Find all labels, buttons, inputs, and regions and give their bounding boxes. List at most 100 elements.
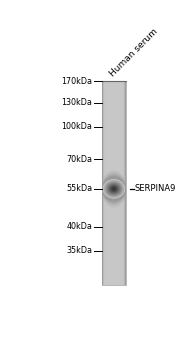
Ellipse shape [102,175,126,202]
Bar [102,81,105,285]
Bar [102,81,104,285]
Bar [124,81,126,285]
Text: 100kDa: 100kDa [61,122,92,131]
Ellipse shape [104,181,124,197]
Ellipse shape [106,182,122,196]
Ellipse shape [109,185,119,193]
Ellipse shape [109,185,119,193]
Ellipse shape [102,173,126,205]
Bar [123,81,126,285]
Ellipse shape [102,175,126,203]
Ellipse shape [104,180,124,197]
Ellipse shape [107,183,121,195]
Ellipse shape [109,185,118,193]
Ellipse shape [102,174,126,204]
Ellipse shape [102,174,126,203]
Bar [124,81,126,285]
Bar [123,81,126,285]
Bar [102,81,103,285]
Ellipse shape [106,182,122,195]
Ellipse shape [105,181,123,197]
Ellipse shape [112,187,116,191]
Bar [102,81,104,285]
Ellipse shape [107,182,121,195]
Ellipse shape [111,187,117,191]
Ellipse shape [110,186,118,192]
Ellipse shape [106,182,122,196]
Ellipse shape [108,184,119,194]
Ellipse shape [102,173,126,205]
Text: 70kDa: 70kDa [66,155,92,164]
Ellipse shape [110,186,117,192]
Ellipse shape [105,181,123,196]
Bar [123,81,126,285]
Bar [125,81,126,285]
Ellipse shape [104,181,123,197]
Ellipse shape [103,180,125,198]
Ellipse shape [112,188,115,190]
Ellipse shape [111,187,116,191]
Ellipse shape [107,183,121,195]
Ellipse shape [110,186,118,192]
Ellipse shape [102,173,126,205]
Bar [102,81,105,285]
Ellipse shape [111,186,117,191]
Ellipse shape [105,181,123,197]
Bar [124,81,126,285]
Ellipse shape [111,186,117,191]
Ellipse shape [103,180,124,198]
Ellipse shape [111,186,117,191]
Ellipse shape [108,184,120,194]
Bar [125,81,126,285]
Bar [102,81,104,285]
Ellipse shape [112,188,116,190]
Bar [125,81,126,285]
Bar [9,15,102,338]
Ellipse shape [110,186,117,192]
Bar [124,81,126,285]
Ellipse shape [103,180,125,198]
Bar [102,81,104,285]
Ellipse shape [112,188,115,190]
Ellipse shape [105,181,123,197]
Ellipse shape [109,184,119,194]
Ellipse shape [102,176,126,201]
Ellipse shape [108,183,120,194]
Ellipse shape [105,182,123,196]
Ellipse shape [107,183,121,195]
Ellipse shape [111,186,117,192]
Ellipse shape [102,176,126,202]
Ellipse shape [107,183,121,195]
Text: 35kDa: 35kDa [66,246,92,256]
Ellipse shape [107,183,121,195]
Ellipse shape [109,184,119,193]
Ellipse shape [109,184,119,194]
Bar [102,81,103,285]
Ellipse shape [110,185,118,192]
Ellipse shape [105,181,123,197]
Text: 170kDa: 170kDa [61,77,92,86]
Ellipse shape [113,188,115,190]
Ellipse shape [103,180,124,198]
Ellipse shape [109,184,119,193]
Ellipse shape [102,175,126,203]
Ellipse shape [110,185,118,192]
Ellipse shape [110,186,118,192]
Ellipse shape [106,182,121,195]
Bar [125,81,126,285]
Text: 130kDa: 130kDa [61,98,92,107]
Ellipse shape [104,180,124,198]
Ellipse shape [107,183,120,194]
Text: 40kDa: 40kDa [66,222,92,231]
Ellipse shape [112,187,116,190]
Ellipse shape [107,183,121,195]
Ellipse shape [102,177,126,201]
Ellipse shape [108,183,120,194]
Ellipse shape [102,172,126,205]
Ellipse shape [106,182,122,196]
Ellipse shape [109,185,118,193]
Ellipse shape [105,181,123,196]
Bar [102,81,103,285]
Ellipse shape [112,187,116,191]
Ellipse shape [107,183,121,195]
